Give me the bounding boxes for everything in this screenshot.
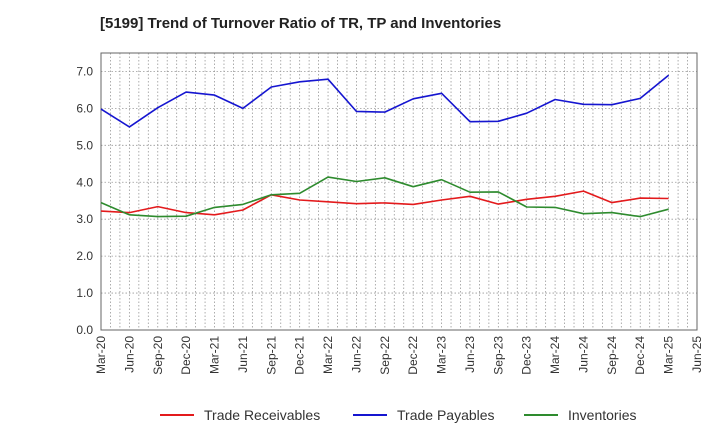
series-line-inventories: [100, 176, 669, 218]
y-tick-label: 4.0: [76, 175, 93, 189]
grid-lines: [101, 53, 697, 331]
x-tick-label: Sep-22: [378, 336, 392, 375]
y-tick-label: 6.0: [76, 101, 93, 115]
legend-label: Trade Payables: [397, 407, 495, 423]
x-tick-label: Sep-20: [151, 336, 165, 375]
legend-label: Inventories: [568, 407, 636, 423]
chart-title: [5199] Trend of Turnover Ratio of TR, TP…: [100, 15, 502, 32]
x-tick-label: Mar-20: [94, 336, 108, 374]
x-tick-label: Jun-20: [122, 336, 136, 373]
x-tick-label: Dec-22: [406, 336, 420, 375]
x-tick-label: Mar-24: [548, 336, 562, 374]
legend: Trade Receivables Trade Payables Inventori…: [160, 407, 636, 423]
x-tick-label: Mar-23: [435, 336, 449, 374]
x-tick-label: Jun-24: [576, 336, 590, 373]
y-tick-label: 2.0: [76, 249, 93, 263]
x-tick-label: Sep-24: [605, 336, 619, 375]
x-tick-label: Jun-21: [236, 336, 250, 373]
x-tick-label: Dec-24: [633, 336, 647, 375]
x-tick-label: Dec-23: [520, 336, 534, 375]
x-tick-label: Sep-21: [264, 336, 278, 375]
x-tick-label: Mar-25: [662, 336, 676, 374]
y-tick-label: 0.0: [76, 323, 93, 337]
series-line-trade-payables: [100, 74, 670, 128]
x-tick-label: Mar-21: [208, 336, 222, 374]
x-tick-label: Jun-22: [349, 336, 363, 373]
x-axis-ticks: Mar-20 Jun-20 Sep-20 Dec-20 Mar-21 Jun-21 Sep-…: [94, 336, 704, 375]
x-tick-label: Sep-23: [491, 336, 505, 375]
plot-area-border: [100, 52, 698, 331]
y-tick-label: 3.0: [76, 212, 93, 226]
y-tick-label: 5.0: [76, 138, 93, 152]
y-tick-label: 7.0: [76, 64, 93, 78]
legend-label: Trade Receivables: [204, 407, 320, 423]
x-tick-label: Jun-25: [690, 336, 704, 373]
y-axis-ticks: 0.0 1.0 2.0 3.0 4.0 5.0 6.0 7.0: [76, 64, 93, 337]
x-tick-label: Mar-22: [321, 336, 335, 374]
x-tick-label: Jun-23: [463, 336, 477, 373]
series-lines: [100, 74, 670, 218]
x-tick-label: Dec-20: [179, 336, 193, 375]
x-tick-label: Dec-21: [293, 336, 307, 375]
y-tick-label: 1.0: [76, 286, 93, 300]
